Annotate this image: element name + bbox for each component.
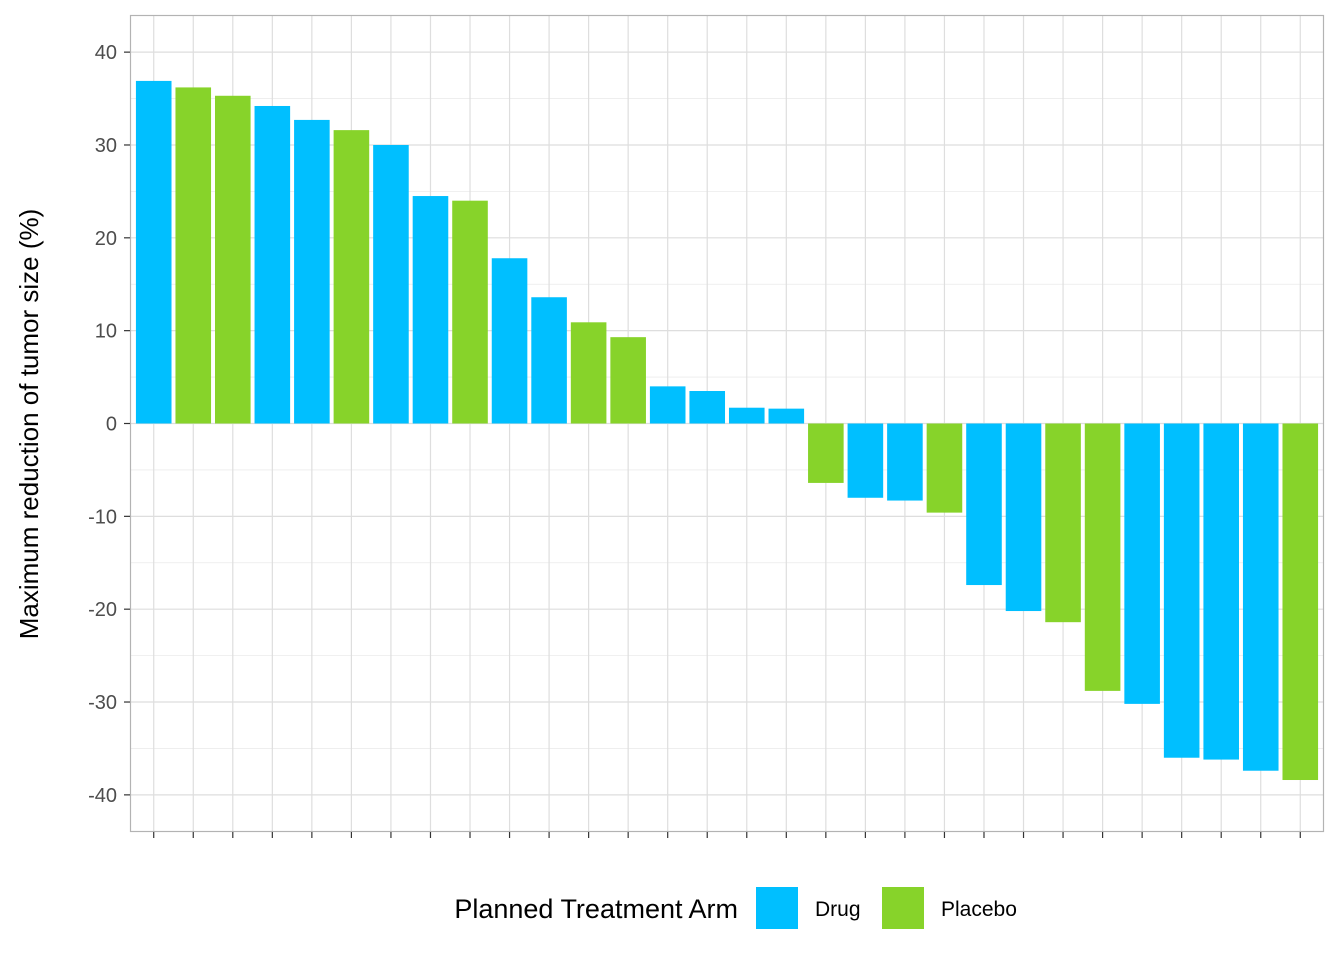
- plot-panel-border: [129, 14, 1325, 833]
- bar-drug: [373, 144, 409, 424]
- bar-drug: [847, 423, 884, 498]
- y-tick-label: 20: [95, 228, 117, 250]
- legend-key-drug: [756, 887, 798, 929]
- bar-drug: [1005, 423, 1042, 612]
- bar-placebo: [1084, 423, 1121, 691]
- bar-drug: [294, 119, 330, 424]
- bar-drug: [966, 423, 1002, 586]
- bar-placebo: [808, 423, 844, 483]
- y-tick-label: -10: [88, 506, 117, 528]
- bar-drug: [412, 196, 449, 424]
- y-tick-label: -20: [88, 599, 117, 621]
- bar-drug: [254, 105, 291, 424]
- legend-key-placebo: [882, 887, 924, 929]
- bars-group: [135, 80, 1319, 781]
- bar-drug: [1163, 423, 1200, 758]
- bar-drug: [1242, 423, 1279, 771]
- y-tick-label: 30: [95, 135, 117, 157]
- bar-drug: [887, 423, 923, 501]
- y-tick-label: 10: [95, 321, 117, 343]
- bar-placebo: [452, 200, 488, 424]
- bar-placebo: [175, 87, 212, 424]
- y-tick-label: 40: [95, 42, 117, 64]
- bar-drug: [531, 297, 567, 424]
- bar-placebo: [333, 130, 370, 424]
- bar-drug: [689, 391, 726, 424]
- legend-title: Planned Treatment Arm: [454, 894, 738, 924]
- legend-label-placebo: Placebo: [941, 898, 1017, 921]
- bar-drug: [1203, 423, 1239, 760]
- bar-placebo: [215, 95, 251, 424]
- bar-placebo: [610, 337, 646, 424]
- y-tick-label: -40: [88, 785, 117, 807]
- bar-drug: [135, 80, 172, 424]
- y-tick-label: 0: [106, 414, 117, 436]
- y-tick-label: -30: [88, 692, 117, 714]
- bar-placebo: [570, 322, 607, 424]
- bar-placebo: [1282, 423, 1319, 781]
- bar-placebo: [1045, 423, 1081, 623]
- bar-drug: [728, 407, 765, 424]
- legend-items: Drug Placebo: [756, 887, 1017, 929]
- legend: Planned Treatment Arm Drug Placebo: [454, 887, 1017, 929]
- bar-drug: [768, 408, 805, 424]
- bar-drug: [491, 258, 528, 424]
- legend-label-drug: Drug: [815, 898, 861, 921]
- y-axis: 40 30 20 10 0 -10 -20 -30 -40: [88, 42, 1301, 838]
- y-axis-title: Maximum reduction of tumor size (%): [14, 209, 44, 640]
- bar-placebo: [926, 423, 963, 513]
- bar-drug: [1124, 423, 1160, 704]
- bar-drug: [649, 386, 686, 424]
